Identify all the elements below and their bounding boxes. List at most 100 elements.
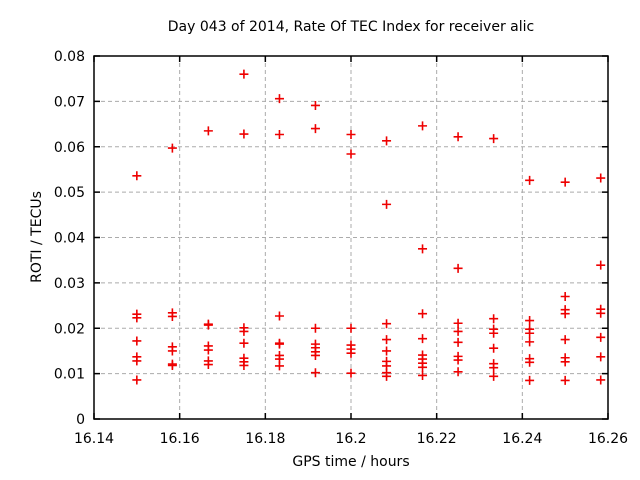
data-point-marker xyxy=(274,361,284,371)
data-point-marker xyxy=(310,124,320,134)
data-point-marker xyxy=(525,375,535,385)
data-point-marker xyxy=(489,134,499,144)
data-point-marker xyxy=(167,143,177,153)
data-point-marker xyxy=(274,339,284,349)
data-point-marker xyxy=(560,309,570,319)
x-tick-label: 16.24 xyxy=(502,431,542,447)
data-point-marker xyxy=(453,367,463,377)
data-point-marker xyxy=(239,69,249,79)
data-point-marker xyxy=(453,318,463,328)
data-point-marker xyxy=(239,129,249,139)
data-point-marker xyxy=(489,343,499,353)
data-point-marker xyxy=(489,328,499,338)
data-point-marker xyxy=(382,371,392,381)
x-tick-label: 16.14 xyxy=(74,431,114,447)
data-point-marker xyxy=(418,362,428,372)
data-point-marker xyxy=(203,320,213,330)
y-tick-label: 0.06 xyxy=(54,140,85,156)
data-point-marker xyxy=(560,357,570,367)
y-tick-label: 0.03 xyxy=(54,276,85,292)
y-tick-label: 0.02 xyxy=(54,321,85,337)
data-point-marker xyxy=(382,346,392,356)
data-point-marker xyxy=(346,348,356,358)
data-point-marker xyxy=(489,363,499,373)
data-point-marker xyxy=(274,94,284,104)
data-point-marker xyxy=(167,346,177,356)
data-point-marker xyxy=(453,132,463,142)
data-point-marker xyxy=(382,136,392,146)
y-tick-label: 0.04 xyxy=(54,231,85,247)
data-point-marker xyxy=(132,171,142,181)
x-tick-label: 16.22 xyxy=(417,431,457,447)
data-point-marker xyxy=(167,360,177,370)
data-point-marker xyxy=(382,199,392,209)
data-point-marker xyxy=(239,326,249,336)
data-point-marker xyxy=(525,337,535,347)
data-point-marker xyxy=(418,370,428,380)
data-point-marker xyxy=(418,121,428,131)
chart-title: Day 043 of 2014, Rate Of TEC Index for r… xyxy=(168,19,534,35)
data-point-marker xyxy=(382,335,392,345)
data-point-marker xyxy=(346,149,356,159)
data-point-marker xyxy=(132,375,142,385)
y-tick-label: 0 xyxy=(76,412,85,428)
data-point-marker xyxy=(596,173,606,183)
data-point-marker xyxy=(346,368,356,378)
data-point-marker xyxy=(274,129,284,139)
data-point-marker xyxy=(596,375,606,385)
data-point-marker xyxy=(310,368,320,378)
data-point-marker xyxy=(596,332,606,342)
tick-layer xyxy=(93,55,609,420)
data-point-marker xyxy=(346,323,356,333)
data-point-marker xyxy=(525,175,535,185)
x-tick-label: 16.18 xyxy=(245,431,285,447)
data-point-marker xyxy=(453,326,463,336)
data-point-marker xyxy=(596,352,606,362)
data-point-marker xyxy=(596,308,606,318)
data-point-marker xyxy=(203,126,213,136)
data-point-marker xyxy=(310,323,320,333)
y-tick-label: 0.01 xyxy=(54,367,85,383)
data-point-marker xyxy=(453,337,463,347)
data-point-marker xyxy=(239,360,249,370)
data-point-marker xyxy=(596,260,606,270)
data-point-marker xyxy=(489,371,499,381)
data-point-marker xyxy=(418,334,428,344)
data-point-marker xyxy=(310,350,320,360)
data-point-marker xyxy=(167,311,177,321)
data-point-marker xyxy=(418,244,428,254)
x-tick-label: 16.16 xyxy=(160,431,200,447)
data-point-marker xyxy=(560,291,570,301)
y-axis-label: ROTI / TECUs xyxy=(29,191,45,283)
data-point-marker xyxy=(132,356,142,366)
y-tick-label: 0.05 xyxy=(54,185,85,201)
x-tick-label: 16.26 xyxy=(588,431,628,447)
grid-layer xyxy=(94,56,608,419)
data-point-marker xyxy=(453,355,463,365)
y-tick-label: 0.08 xyxy=(54,49,85,65)
x-axis-label: GPS time / hours xyxy=(292,454,409,470)
data-point-marker xyxy=(132,336,142,346)
data-point-marker xyxy=(489,314,499,324)
data-point-marker xyxy=(203,345,213,355)
data-point-marker xyxy=(382,319,392,329)
data-point-marker xyxy=(560,375,570,385)
tick-label-layer: 16.14 16.16 16.18 16.2 16.22 16.24 16.26 0 0.01 0… xyxy=(54,49,628,447)
data-point-marker xyxy=(346,129,356,139)
data-point-marker xyxy=(453,263,463,273)
y-tick-label: 0.07 xyxy=(54,94,85,110)
data-point-marker xyxy=(418,309,428,319)
data-point-marker xyxy=(274,311,284,321)
data-point-marker xyxy=(310,100,320,110)
data-point-marker xyxy=(239,338,249,348)
x-tick-label: 16.2 xyxy=(335,431,366,447)
marker-layer xyxy=(132,69,606,385)
data-point-marker xyxy=(525,357,535,367)
data-point-marker xyxy=(132,313,142,323)
data-point-marker xyxy=(560,335,570,345)
data-point-marker xyxy=(203,360,213,370)
data-point-marker xyxy=(560,177,570,187)
data-point-marker xyxy=(525,328,535,338)
